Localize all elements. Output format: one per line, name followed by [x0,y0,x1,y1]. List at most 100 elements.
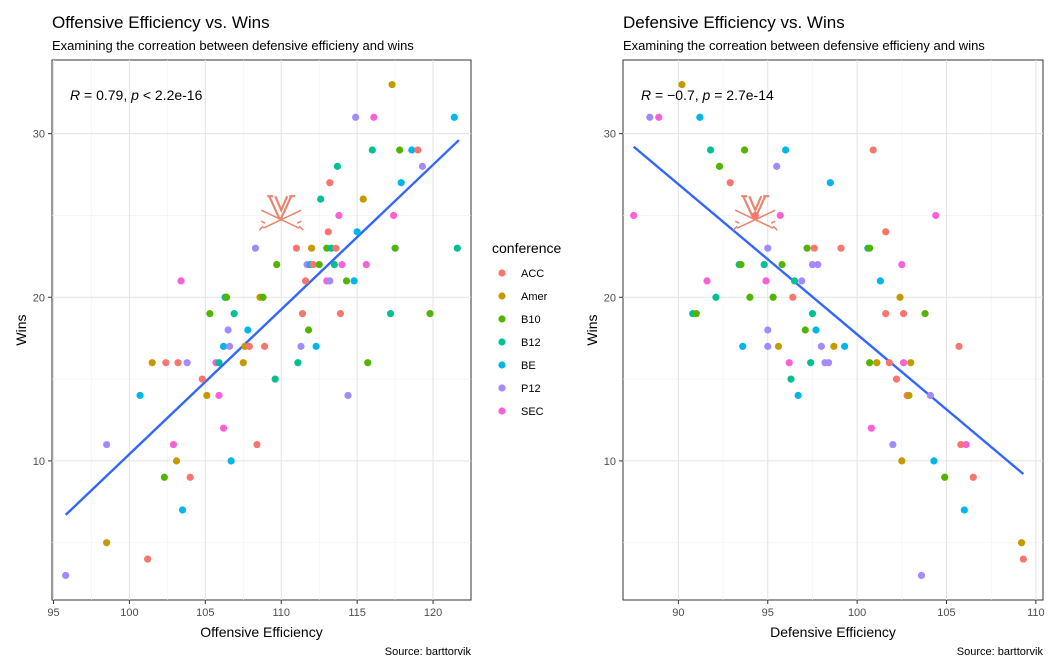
offense-data-point [364,359,372,367]
defense-plot-panel [622,59,1044,601]
offense-annotation: R = 0.79, p < 2.2e-16 [70,87,203,103]
defense-data-point [692,310,700,318]
defense-data-point [1019,555,1027,563]
offense-data-point [227,457,235,465]
defense-data-point [762,277,770,285]
offense-data-point [271,375,279,383]
defense-x-axis-label: Defensive Efficiency [770,624,896,640]
defense-data-point [837,244,845,252]
legend-label-acc: ACC [521,268,544,280]
offense-chart-title: Offensive Efficiency vs. Wins [52,13,270,32]
defense-data-point [826,179,834,187]
offense-data-point [206,310,214,318]
offense-data-point [186,473,194,481]
defense-chart: Defensive Efficiency vs. Wins Examining … [584,13,1045,658]
defense-x-tick-label: 105 [937,607,955,619]
legend-key-amer [498,292,506,300]
offense-data-point [259,293,267,301]
offense-y-axis-label: Wins [13,314,29,345]
defense-data-point [801,326,809,334]
defense-data-point [930,457,938,465]
offense-data-point [239,359,247,367]
offense-data-point [172,457,181,465]
defense-data-point [630,211,638,220]
defense-data-point [764,326,772,334]
defense-data-point [892,375,901,383]
defense-data-point [760,260,768,269]
offense-data-point [215,391,223,400]
defense-fit-layer [632,145,1025,475]
defense-data-point [773,162,781,170]
legend-key-be [498,361,506,369]
defense-data-point [789,293,797,301]
defense-data-point [941,473,949,481]
defense-data-point [955,342,963,350]
defense-data-point [678,80,686,89]
offense-data-point [273,260,281,269]
defense-data-point [646,113,654,121]
legend-label-b10: B10 [521,314,541,326]
defense-data-point [885,359,893,367]
defense-y-tick-label: 10 [604,456,616,468]
defense-data-point [830,342,838,350]
defense-data-point [706,146,715,154]
defense-data-point [774,342,783,350]
offense-gridlines [52,60,471,600]
offense-data-point [326,277,334,285]
offense-data-point [162,359,170,367]
defense-data-point [696,113,704,121]
offense-data-point [389,211,398,220]
defense-data-point [882,228,890,236]
offense-data-point [294,359,302,367]
offense-data-point [352,113,360,121]
defense-data-point [785,359,793,367]
offense-data-point [103,539,111,547]
defense-data-point [782,146,790,154]
offense-data-point [453,244,461,252]
defense-data-point [969,473,977,481]
offense-data-point [335,211,343,220]
legend-key-acc [498,269,506,277]
defense-data-point [866,244,874,252]
offense-data-point [144,555,152,563]
offense-points [62,80,461,580]
defense-data-point [787,375,795,383]
offense-data-point [177,277,185,285]
offense-data-point [426,310,434,318]
defense-points [630,80,1027,580]
offense-data-point [183,359,191,367]
offense-data-point [304,326,313,334]
defense-data-point [917,571,926,580]
defense-chart-subtitle: Examining the correation between defensi… [623,38,985,53]
defense-data-point [712,293,720,301]
defense-x-tick-label: 95 [762,607,774,619]
offense-data-point [297,342,305,350]
offense-data-point [174,359,182,367]
defense-data-point [824,359,833,367]
offense-data-point [215,359,223,367]
legend-label-amer: Amer [521,291,548,303]
defense-data-point [896,293,904,301]
offense-data-point [353,228,361,236]
defense-data-point [794,391,802,400]
offense-data-point [226,342,234,350]
offense-data-point [370,113,378,121]
offense-data-point [338,260,346,269]
defense-data-point [764,244,772,252]
defense-data-point [764,342,772,350]
defense-data-point [1017,539,1026,547]
defense-x-tick-label: 100 [848,607,866,619]
defense-data-point [898,260,906,269]
defense-data-point [905,391,913,400]
defense-data-point [778,260,786,269]
legend-key-sec [498,407,506,415]
offense-data-point [230,310,238,318]
offense-data-point [326,179,334,187]
defense-annotation: R = −0.7, p = 2.7e-14 [641,87,774,103]
defense-data-point [726,179,734,187]
defense-data-point [812,326,820,334]
offense-data-point [359,195,367,203]
offense-data-point [408,146,416,154]
offense-data-point [178,506,187,514]
defense-r-value: −0.7 [667,87,695,103]
